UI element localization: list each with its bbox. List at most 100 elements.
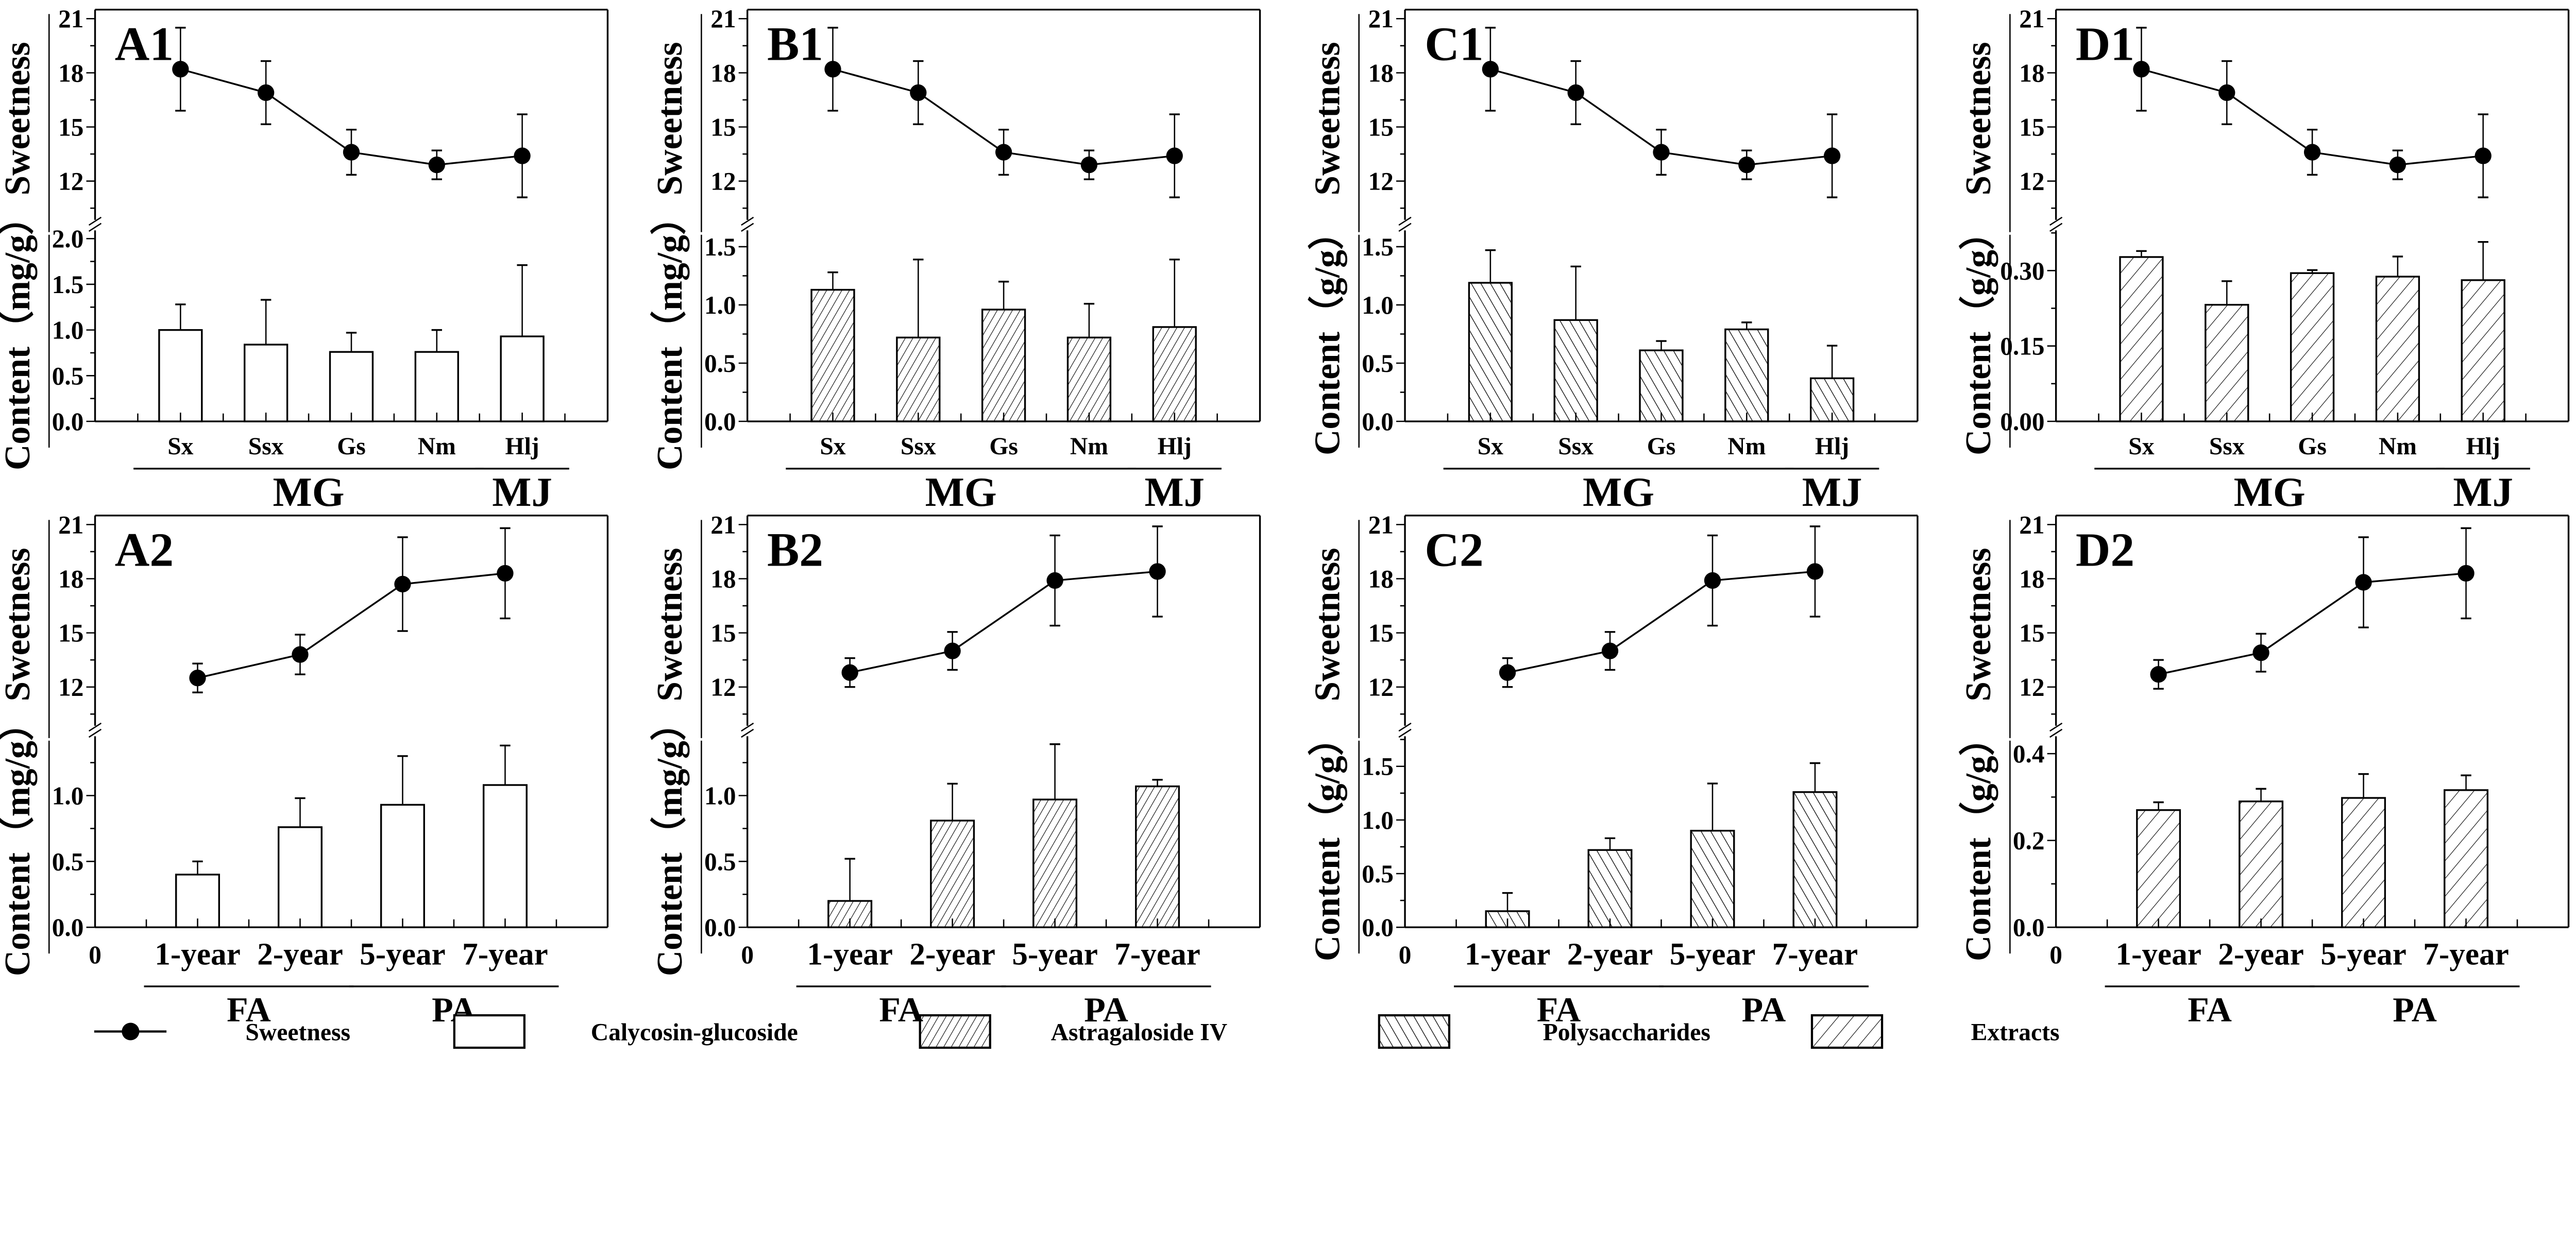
bar-Ssx [1553,319,1598,422]
sweetness-point-5-year [394,575,411,593]
bar-5-year [1032,798,1078,928]
y-tick-label-sweetness: 18 [1368,59,1394,87]
bar-Ssx [2205,303,2249,422]
x-zero-label: 0 [2049,941,2062,969]
y-axis-title-content: Content（mg/g） [0,705,38,976]
y-tick-label-sweetness: 18 [58,565,83,593]
group-label: FA [227,990,271,1029]
bar-2-year [1587,849,1633,928]
y-tick-label-sweetness: 12 [58,673,83,702]
sweetness-point-7-year [2458,565,2475,582]
legend-swatch-icon [453,1014,526,1049]
sweetness-point-2-year [2252,644,2269,661]
axis-break-mark [1398,223,1412,232]
panel-C1: 12 15 18 21 0.0 0.5 1.0 1.5 Sweetness Content（g/g… [1307,5,1919,515]
y-tick-label-sweetness: 15 [1368,619,1394,647]
panel-B1: 12 15 18 21 0.0 0.5 1.0 1.5 SweetnessContent（mg/… [650,5,1261,515]
sweetness-point-Gs [343,144,360,161]
x-category-label: 7-year [1114,936,1200,971]
y-tick-label-sweetness: 15 [58,113,83,141]
x-category-label: 5-year [2320,936,2406,971]
bar-Nm [2375,276,2420,422]
x-category-label: 5-year [1670,936,1756,971]
group-label: MJ [492,469,552,515]
x-category-label: Nm [418,433,456,460]
panel-label: C1 [1425,18,1483,71]
y-tick-label-content: 0.2 [2013,827,2045,855]
group-label: MG [1583,469,1654,515]
x-category-label: Gs [1647,433,1676,460]
y-tick-label-content: 2.0 [52,225,84,253]
group-label: MJ [2453,469,2513,515]
bar-Gs [1639,349,1684,422]
y-tick-label-content: 0.0 [52,913,84,942]
sweetness-point-2-year [292,646,309,663]
bar-1-year [2136,809,2181,928]
axis-break-mark [88,216,102,226]
y-tick-label-content: 0.5 [1362,860,1394,888]
x-category-label: Sx [820,433,845,460]
x-category-label: 5-year [360,936,446,971]
legend-label: Extracts [1971,1019,2060,1046]
panel-label: C2 [1425,524,1483,577]
x-category-label: Ssx [901,433,936,460]
legend-item-extracts: Extracts [1810,1014,2060,1049]
x-category-label: 7-year [2423,936,2509,971]
y-axis-title-sweetness: Sweetness [0,42,38,195]
group-label: PA [1742,990,1786,1029]
y-tick-label-sweetness: 18 [710,59,736,87]
y-tick-label-content: 0.00 [2000,407,2044,436]
bar-7-year [2444,789,2489,928]
panel-C2: 12 15 18 21 0.0 0.5 1.0 1.5 0 Sweetness Content（g/… [1307,510,1919,1029]
panel-label: B1 [767,18,823,71]
axis-break-mark [2049,216,2063,226]
y-tick-label-sweetness: 12 [710,673,736,702]
x-category-label: Sx [1478,433,1503,460]
sweetness-point-5-year [2355,574,2372,591]
y-tick-label-content: 0.0 [52,407,84,436]
axis-break-mark [88,728,102,738]
y-axis-title-content: Content（mg/g） [650,199,690,470]
bar-2-year [2239,800,2284,928]
y-axis-title-content: Content（mg/g） [0,199,38,470]
y-tick-label-content: 1.5 [704,233,736,261]
y-tick-label-sweetness: 15 [2019,113,2044,141]
x-category-label: Hlj [505,433,539,460]
y-tick-label-sweetness: 12 [2019,167,2044,196]
axis-break-mark [1398,216,1412,226]
bar-Sx [158,329,203,422]
sweetness-point-1-year [189,670,206,687]
y-tick-label-content: 0.15 [2000,332,2044,361]
bar-Hlj [2461,279,2505,422]
y-tick-label-sweetness: 12 [2019,673,2044,702]
x-category-label: Ssx [1558,433,1594,460]
y-tick-label-content: 1.5 [1362,233,1394,261]
bar-Ssx [244,344,289,422]
group-label: PA [2393,990,2437,1029]
panel-A1: 12 15 18 21 0.0 0.5 1.0 1.5 2.0 Sweetness Content（… [0,5,609,515]
y-tick-label-sweetness: 12 [58,167,83,196]
bar-Hlj [1152,326,1197,422]
y-tick-label-sweetness: 18 [1368,565,1394,593]
legend-item-sweetness: Sweetness [94,1019,350,1046]
legend-swatch-icon [919,1014,991,1049]
x-category-label: 1-year [155,936,241,971]
legend-item-astragaloside-iv: Astragaloside IV [919,1014,1227,1049]
sweetness-point-Gs [1653,144,1670,161]
sweetness-point-Ssx [2218,84,2235,101]
sweetness-line [2158,572,2466,675]
axis-break-mark [2049,722,2063,732]
x-category-label: Sx [2128,433,2154,460]
x-category-label: Hlj [2466,433,2500,460]
panel-A2: 12 15 18 21 0.0 0.5 1.0 0 Sweetness Content（mg/g）… [0,510,609,1029]
panels: 121518210.00.51.01.52.0SweetnessContent（… [0,5,2570,1029]
y-axis-title-content: Content（mg/g） [650,705,690,976]
group-label: FA [2188,990,2232,1029]
panel-label: D2 [2076,524,2134,577]
x-category-label: Sx [167,433,193,460]
bar-2-year [277,826,323,928]
y-axis-title-sweetness: Sweetness [1959,548,1998,701]
sweetness-point-Nm [1080,156,1098,174]
y-axis-title-sweetness: Sweetness [1308,548,1347,701]
y-tick-label-content: 1.5 [52,270,84,299]
